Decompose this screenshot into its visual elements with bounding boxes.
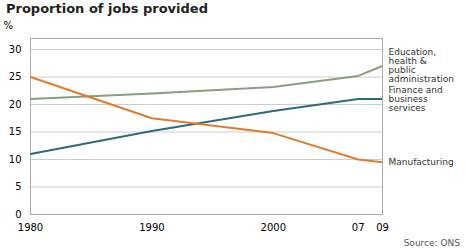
svg-text:09: 09 [376, 222, 389, 233]
svg-text:30: 30 [9, 44, 22, 55]
html-text:Proportion of jobs provided: Proportion of jobs provided [6, 1, 208, 16]
svg-text:Education,health &publicadmini: Education,health &publicadministration [389, 47, 454, 84]
svg-text:1990: 1990 [139, 222, 164, 233]
svg-text:15: 15 [9, 126, 22, 137]
svg-text:0: 0 [15, 209, 21, 220]
svg-text:2000: 2000 [261, 222, 286, 233]
svg-text:20: 20 [9, 99, 22, 110]
svg-text:10: 10 [9, 154, 22, 165]
html-text:Source: ONS: Source: ONS [403, 238, 460, 248]
svg-text:25: 25 [9, 71, 22, 82]
svg-text:Manufacturing: Manufacturing [389, 157, 454, 167]
svg-text:%: % [4, 20, 14, 31]
svg-text:Finance andbusinessservices: Finance andbusinessservices [389, 85, 443, 113]
svg-text:1980: 1980 [18, 222, 43, 233]
svg-text:5: 5 [15, 181, 21, 192]
svg-text:07: 07 [352, 222, 365, 233]
